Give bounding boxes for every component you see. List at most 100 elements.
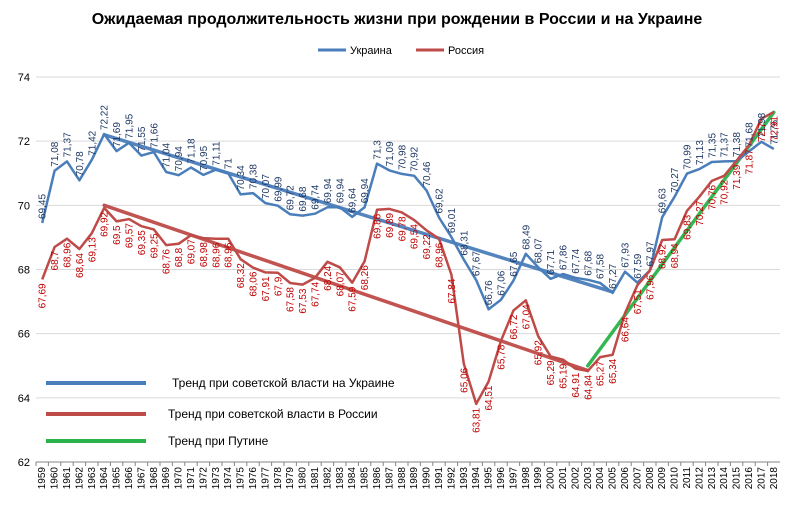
data-label: 69,83 bbox=[683, 214, 694, 239]
data-label: 70,76 bbox=[707, 184, 718, 209]
data-label: 67,96 bbox=[645, 274, 656, 299]
x-tick-label: 1988 bbox=[397, 467, 408, 490]
x-tick-label: 1974 bbox=[223, 467, 234, 490]
x-tick-label: 1978 bbox=[273, 467, 284, 490]
data-label: 70,27 bbox=[670, 167, 681, 192]
x-tick-label: 2013 bbox=[707, 467, 718, 490]
data-label: 69,64 bbox=[348, 187, 359, 212]
x-tick-label: 1989 bbox=[409, 467, 420, 490]
data-label: 65,06 bbox=[459, 367, 470, 392]
data-label: 71,42 bbox=[87, 130, 98, 155]
x-tick-label: 1965 bbox=[112, 467, 123, 490]
data-label: 69,68 bbox=[298, 186, 309, 211]
x-tick-label: 2001 bbox=[558, 467, 569, 490]
trend-legend-label: Тренд при Путине bbox=[168, 434, 269, 448]
x-tick-label: 1994 bbox=[471, 467, 482, 490]
data-label: 71,98 bbox=[757, 112, 768, 137]
x-tick-label: 2009 bbox=[657, 467, 668, 490]
x-tick-label: 2007 bbox=[632, 467, 643, 490]
data-label: 69,35 bbox=[137, 230, 148, 255]
x-tick-label: 1986 bbox=[372, 467, 383, 490]
data-label: 69,94 bbox=[335, 178, 346, 203]
trend-line bbox=[102, 203, 590, 373]
x-tick-label: 1973 bbox=[211, 467, 222, 490]
data-label: 70,92 bbox=[720, 179, 731, 204]
data-label: 67,97 bbox=[645, 241, 656, 266]
data-label: 69,86 bbox=[373, 213, 384, 238]
data-label: 70,46 bbox=[422, 161, 433, 186]
x-tick-label: 1980 bbox=[298, 467, 309, 490]
data-label: 65,19 bbox=[559, 363, 570, 388]
data-label: 71,18 bbox=[187, 138, 198, 163]
x-tick-label: 1983 bbox=[335, 467, 346, 490]
data-label: 70,98 bbox=[397, 144, 408, 169]
series-lines bbox=[40, 110, 775, 406]
data-label: 68,8 bbox=[174, 247, 185, 267]
data-label: 68,64 bbox=[75, 253, 86, 278]
data-label: 68,76 bbox=[162, 249, 173, 274]
data-label: 68,31 bbox=[459, 230, 470, 255]
data-label: 68,98 bbox=[199, 242, 210, 267]
x-tick-label: 1961 bbox=[62, 467, 73, 490]
data-label: 68,49 bbox=[521, 224, 532, 249]
legend: Украина Россия bbox=[318, 45, 484, 57]
x-tick-label: 1975 bbox=[236, 467, 247, 490]
data-label: 71,66 bbox=[149, 123, 160, 148]
y-tick-label: 64 bbox=[18, 393, 30, 405]
x-tick-label: 2015 bbox=[732, 467, 743, 490]
data-label: 67,91 bbox=[261, 276, 272, 301]
data-label: 71,37 bbox=[720, 132, 731, 157]
data-label: 63,81 bbox=[472, 407, 483, 432]
data-label: 65,27 bbox=[596, 361, 607, 386]
x-tick-label: 2006 bbox=[620, 467, 631, 490]
data-label: 65,92 bbox=[534, 340, 545, 365]
data-label: 68,26 bbox=[360, 265, 371, 290]
data-label: 69,07 bbox=[187, 239, 198, 264]
chart-title: Ожидаемая продолжительность жизни при ро… bbox=[92, 11, 703, 28]
x-tick-label: 2005 bbox=[608, 467, 619, 490]
x-tick-label: 1979 bbox=[285, 467, 296, 490]
legend-label: Россия bbox=[448, 45, 484, 57]
data-label: 69,62 bbox=[435, 188, 446, 213]
data-label: 69,72 bbox=[286, 185, 297, 210]
data-label: 71 bbox=[224, 158, 235, 170]
x-tick-label: 2016 bbox=[744, 467, 755, 490]
x-tick-label: 1991 bbox=[434, 467, 445, 490]
x-tick-label: 2010 bbox=[670, 467, 681, 490]
data-label: 66,76 bbox=[484, 280, 495, 305]
y-tick-label: 70 bbox=[18, 200, 30, 212]
data-label: 68,94 bbox=[670, 243, 681, 268]
data-label: 71,09 bbox=[385, 141, 396, 166]
data-label: 69,45 bbox=[38, 194, 49, 219]
data-label: 69,25 bbox=[149, 233, 160, 258]
trend-legend-label: Тренд при советской власти на Украине bbox=[172, 376, 395, 390]
data-label: 71,08 bbox=[50, 141, 61, 166]
data-label: 70,38 bbox=[249, 164, 260, 189]
data-label: 70,99 bbox=[683, 144, 694, 169]
data-label: 65,29 bbox=[546, 360, 557, 385]
data-label: 67,53 bbox=[298, 288, 309, 313]
x-tick-label: 1977 bbox=[260, 467, 271, 490]
x-tick-label: 2000 bbox=[546, 467, 557, 490]
data-label: 67,71 bbox=[546, 249, 557, 274]
y-tick-label: 66 bbox=[18, 329, 30, 341]
x-tick-label: 1963 bbox=[87, 467, 98, 490]
data-label: 71,68 bbox=[745, 122, 756, 147]
data-label: 67,84 bbox=[447, 278, 458, 303]
x-tick-label: 1959 bbox=[37, 467, 48, 490]
legend-label: Украина bbox=[350, 45, 393, 57]
data-label: 68,96 bbox=[224, 242, 235, 267]
x-tick-label: 1976 bbox=[248, 467, 259, 490]
data-label: 68,07 bbox=[335, 271, 346, 296]
x-tick-label: 1997 bbox=[508, 467, 519, 490]
x-tick-label: 1984 bbox=[347, 467, 358, 490]
data-label: 69,92 bbox=[100, 211, 111, 236]
x-tick-label: 1982 bbox=[322, 467, 333, 490]
data-label: 71,13 bbox=[695, 140, 706, 165]
x-tick-label: 1960 bbox=[50, 467, 61, 490]
x-tick-label: 1966 bbox=[124, 467, 135, 490]
data-label: 71,35 bbox=[707, 133, 718, 158]
data-label: 71,37 bbox=[63, 132, 74, 157]
